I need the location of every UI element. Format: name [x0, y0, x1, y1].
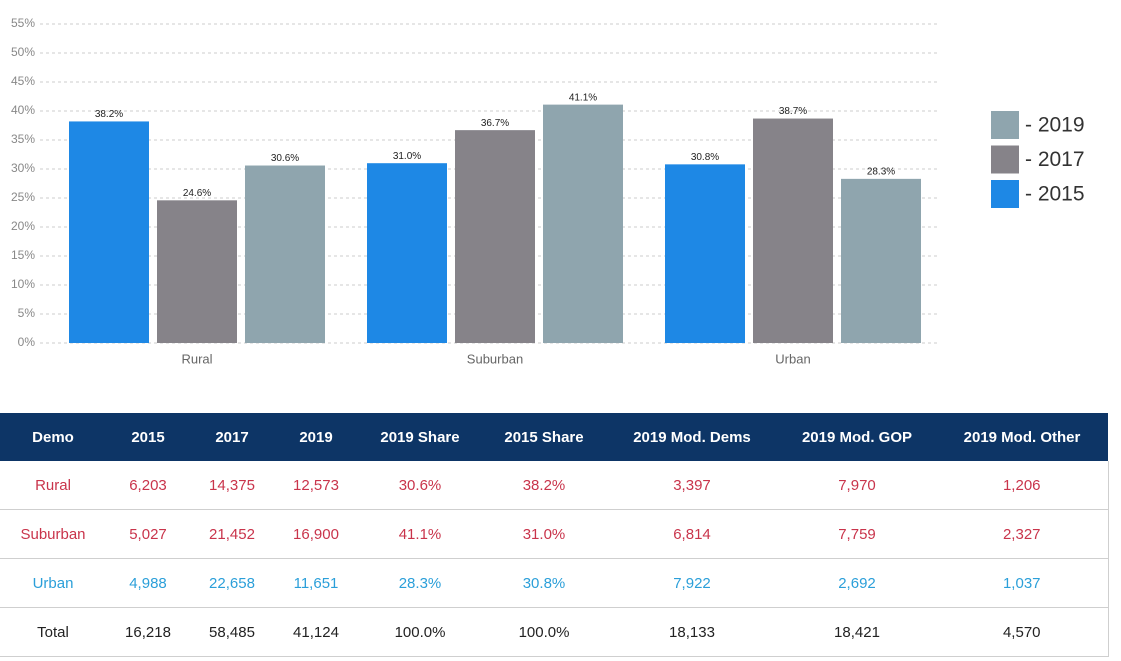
table-cell: 41,124	[274, 607, 358, 657]
y-tick-label: 20%	[11, 219, 35, 233]
y-tick-label: 35%	[11, 132, 35, 146]
table-cell: 38.2%	[482, 461, 606, 510]
table-cell: 30.6%	[358, 461, 482, 510]
table-cell: 11,651	[274, 558, 358, 608]
value-label: 41.1%	[569, 92, 597, 103]
legend-label: - 2019	[1025, 114, 1085, 137]
y-tick-label: 25%	[11, 190, 35, 204]
header-row: Demo 2015 2017 2019 2019 Share 2015 Share 2019…	[0, 413, 1108, 461]
bar	[665, 164, 745, 343]
bar	[245, 165, 325, 343]
legend-swatch	[991, 145, 1019, 174]
table-cell: Total	[0, 607, 106, 657]
table-cell: 14,375	[190, 461, 274, 510]
table-cell: 1,037	[936, 558, 1109, 608]
value-label: 36.7%	[481, 118, 509, 129]
value-label: 38.7%	[779, 106, 807, 117]
value-label: 30.6%	[271, 153, 299, 164]
table-cell: 2,327	[936, 509, 1109, 559]
value-label: 28.3%	[867, 167, 895, 178]
x-tick-label: Urban	[775, 351, 810, 366]
table-cell: 5,027	[106, 509, 190, 559]
table-cell: 100.0%	[482, 607, 606, 657]
table-cell: 7,970	[778, 461, 936, 510]
table-row: Rural 6,203 14,375 12,573 30.6% 38.2% 3,397 7,9…	[0, 461, 1109, 510]
table-cell: 41.1%	[358, 509, 482, 559]
table-cell: Rural	[0, 461, 106, 510]
x-tick-label: Suburban	[467, 351, 523, 366]
table-row: Suburban 5,027 21,452 16,900 41.1% 31.0% 6,814…	[0, 509, 1109, 559]
table-row: Urban 4,988 22,658 11,651 28.3% 30.8% 7,922 2,6…	[0, 558, 1109, 608]
table-cell: 58,485	[190, 607, 274, 657]
bar	[455, 130, 535, 343]
table-cell: Suburban	[0, 509, 106, 559]
table-cell: 7,922	[606, 558, 778, 608]
value-label: 30.8%	[691, 152, 719, 163]
bar	[367, 163, 447, 343]
header-cell: 2015 Share	[482, 413, 606, 461]
table-cell: 21,452	[190, 509, 274, 559]
bar	[69, 121, 149, 343]
table-cell: 100.0%	[358, 607, 482, 657]
bar	[841, 178, 921, 343]
header-cell: 2019	[274, 413, 358, 461]
y-tick-label: 5%	[18, 306, 36, 320]
table-cell: 1,206	[936, 461, 1109, 510]
table-cell: 28.3%	[358, 558, 482, 608]
y-tick-label: 0%	[18, 335, 36, 349]
y-tick-label: 40%	[11, 103, 35, 117]
table-cell: 3,397	[606, 461, 778, 510]
table-cell: 30.8%	[482, 558, 606, 608]
legend-swatch	[991, 180, 1019, 208]
table-row: Total 16,218 58,485 41,124 100.0% 100.0% 18,13…	[0, 607, 1109, 657]
header-cell: 2017	[190, 413, 274, 461]
y-tick-label: 30%	[11, 161, 35, 175]
header-cell: Demo	[0, 413, 106, 461]
table-cell: 4,570	[936, 607, 1109, 657]
bar	[543, 104, 623, 344]
table-cell: 6,814	[606, 509, 778, 559]
value-label: 24.6%	[183, 188, 211, 199]
header-cell: 2019 Mod. Dems	[606, 413, 778, 461]
chart: 0% 5% 10% 15% 20% 25% 30% 35% 40% 45% 50% 55% Rural 3…	[11, 16, 1085, 366]
table-cell: 16,218	[106, 607, 190, 657]
table-cell: 7,759	[778, 509, 936, 559]
table-cell: 22,658	[190, 558, 274, 608]
table-cell: 18,133	[606, 607, 778, 657]
legend-label: - 2015	[1025, 183, 1085, 206]
y-tick-label: 50%	[11, 45, 35, 59]
table-cell: 12,573	[274, 461, 358, 510]
value-label: 31.0%	[393, 151, 421, 162]
table-cell: 31.0%	[482, 509, 606, 559]
header-cell: 2019 Mod. GOP	[778, 413, 936, 461]
table-cell: 2,692	[778, 558, 936, 608]
bar	[753, 118, 833, 343]
table-cell: 6,203	[106, 461, 190, 510]
table-cell: 4,988	[106, 558, 190, 608]
y-tick-label: 15%	[11, 248, 35, 262]
table-body: Rural 6,203 14,375 12,573 30.6% 38.2% 3,397 7,9…	[0, 461, 1109, 657]
header-cell: 2019 Share	[358, 413, 482, 461]
table-cell: 16,900	[274, 509, 358, 559]
y-tick-label: 45%	[11, 74, 35, 88]
y-tick-label: 55%	[11, 16, 35, 30]
legend-swatch	[991, 111, 1019, 139]
header-cell: 2019 Mod. Other	[936, 413, 1108, 461]
table-cell: Urban	[0, 558, 106, 608]
x-tick-label: Rural	[181, 351, 212, 366]
y-tick-label: 10%	[11, 277, 35, 291]
legend-label: - 2017	[1025, 148, 1085, 171]
table-cell: 18,421	[778, 607, 936, 657]
value-label: 38.2%	[95, 109, 123, 120]
data-table: Demo 2015 2017 2019 2019 Share 2015 Share 2019…	[0, 413, 1109, 657]
header-cell: 2015	[106, 413, 190, 461]
bar	[157, 200, 237, 343]
